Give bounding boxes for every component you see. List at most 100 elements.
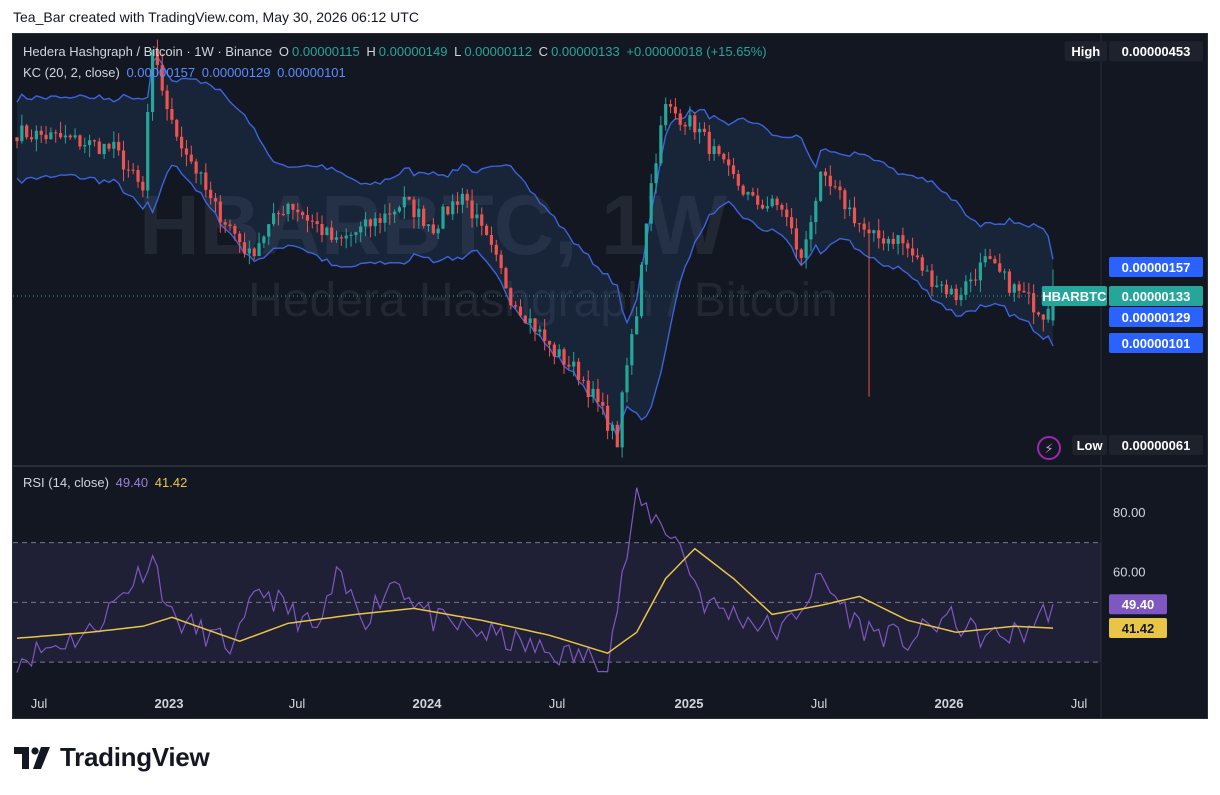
candle (504, 266, 508, 289)
candle (785, 202, 789, 227)
candle-body (872, 230, 876, 234)
alert-icon-glyph: ⚡ (1044, 441, 1053, 456)
candle (315, 212, 319, 233)
candle-body (359, 226, 363, 233)
candle-body (233, 225, 237, 234)
candle-body (78, 135, 82, 147)
candle-body (325, 227, 329, 236)
candle-body (291, 203, 295, 210)
candle (286, 202, 290, 222)
candle (112, 131, 116, 159)
price-tag-kc-mid-box (1109, 307, 1203, 327)
candle-body (862, 223, 866, 230)
candle-body (610, 424, 615, 431)
low-value: 0.00000112 (464, 44, 533, 59)
chart-frame[interactable]: HBARBTC, 1W Hedera Hashgraph / Bitcoin 0… (12, 33, 1208, 719)
time-axis-label: 2023 (155, 696, 184, 711)
candle (63, 124, 68, 144)
candle (431, 217, 435, 235)
candle-body (620, 392, 624, 448)
candle-body (349, 234, 353, 236)
candle (523, 315, 527, 324)
candle-body (504, 268, 508, 289)
candle (906, 239, 910, 258)
candle (848, 199, 852, 217)
candle (610, 421, 615, 440)
candle-body (426, 224, 431, 227)
candle-body (727, 159, 731, 166)
symbol-line: Hedera Hashgraph / Bitcoin · 1W · Binanc… (23, 44, 273, 59)
candle (601, 392, 605, 415)
candle (528, 308, 532, 334)
candle (746, 191, 750, 201)
candle-body (543, 329, 547, 341)
candle-body (455, 201, 460, 205)
candle (489, 226, 494, 253)
candle (819, 171, 823, 203)
candle (218, 195, 222, 233)
candle (291, 203, 295, 220)
candle-body (896, 235, 900, 244)
open-label: O (278, 44, 290, 59)
candle-body (170, 109, 174, 120)
rsi-line (16, 487, 1054, 673)
candle-body (97, 141, 101, 155)
candle (407, 196, 411, 201)
candle (126, 160, 130, 178)
candle-body (557, 349, 561, 357)
candle (814, 197, 818, 235)
time-axis-label: 2024 (413, 696, 443, 711)
candle-body (54, 132, 58, 134)
candle-body (731, 165, 736, 175)
candle-body (668, 104, 673, 107)
candle-body (877, 230, 881, 239)
rsi-label: RSI (14, close) (23, 475, 109, 490)
candle-body (639, 264, 644, 317)
candle (359, 221, 363, 242)
candle (572, 351, 576, 377)
candle (804, 230, 808, 269)
candle (780, 202, 784, 217)
candle-body (911, 248, 915, 256)
candle (397, 205, 402, 214)
candle-body (257, 243, 261, 257)
candle-body (373, 218, 377, 227)
candle (973, 268, 978, 286)
candle (635, 306, 639, 335)
candle (136, 165, 140, 188)
candle (659, 115, 663, 166)
candle (189, 145, 193, 164)
candle-body (441, 206, 445, 229)
price-tag-kc-mid: 0.00000129 (1109, 307, 1203, 327)
candle-body (213, 198, 218, 202)
candle-body (271, 213, 276, 225)
candle (339, 234, 343, 246)
price-tag-kc-lower: 0.00000101 (1109, 333, 1203, 353)
candle (673, 98, 677, 120)
candle (117, 133, 121, 156)
candle (567, 356, 571, 370)
candle-body (707, 131, 711, 155)
candle (451, 194, 455, 220)
candle-body (68, 135, 72, 138)
candle (886, 236, 891, 252)
candle-body (223, 222, 227, 225)
rsi-axis-label: 60.00 (1113, 565, 1146, 580)
candle (480, 207, 484, 236)
candle (102, 143, 106, 160)
candle-body (131, 169, 135, 171)
candle-body (920, 257, 924, 271)
candle-body (678, 113, 682, 125)
candle-body (1041, 314, 1045, 320)
candle-body (983, 256, 987, 263)
candle (775, 196, 779, 211)
candle (896, 234, 900, 255)
candle (596, 378, 600, 412)
candle-body (644, 223, 648, 265)
candle (68, 134, 72, 140)
candle-body (339, 237, 343, 239)
candle (349, 232, 353, 247)
candle-body (765, 206, 769, 209)
candle-body (368, 219, 373, 227)
chart-canvas[interactable]: HBARBTC, 1W Hedera Hashgraph / Bitcoin 0… (13, 34, 1208, 719)
